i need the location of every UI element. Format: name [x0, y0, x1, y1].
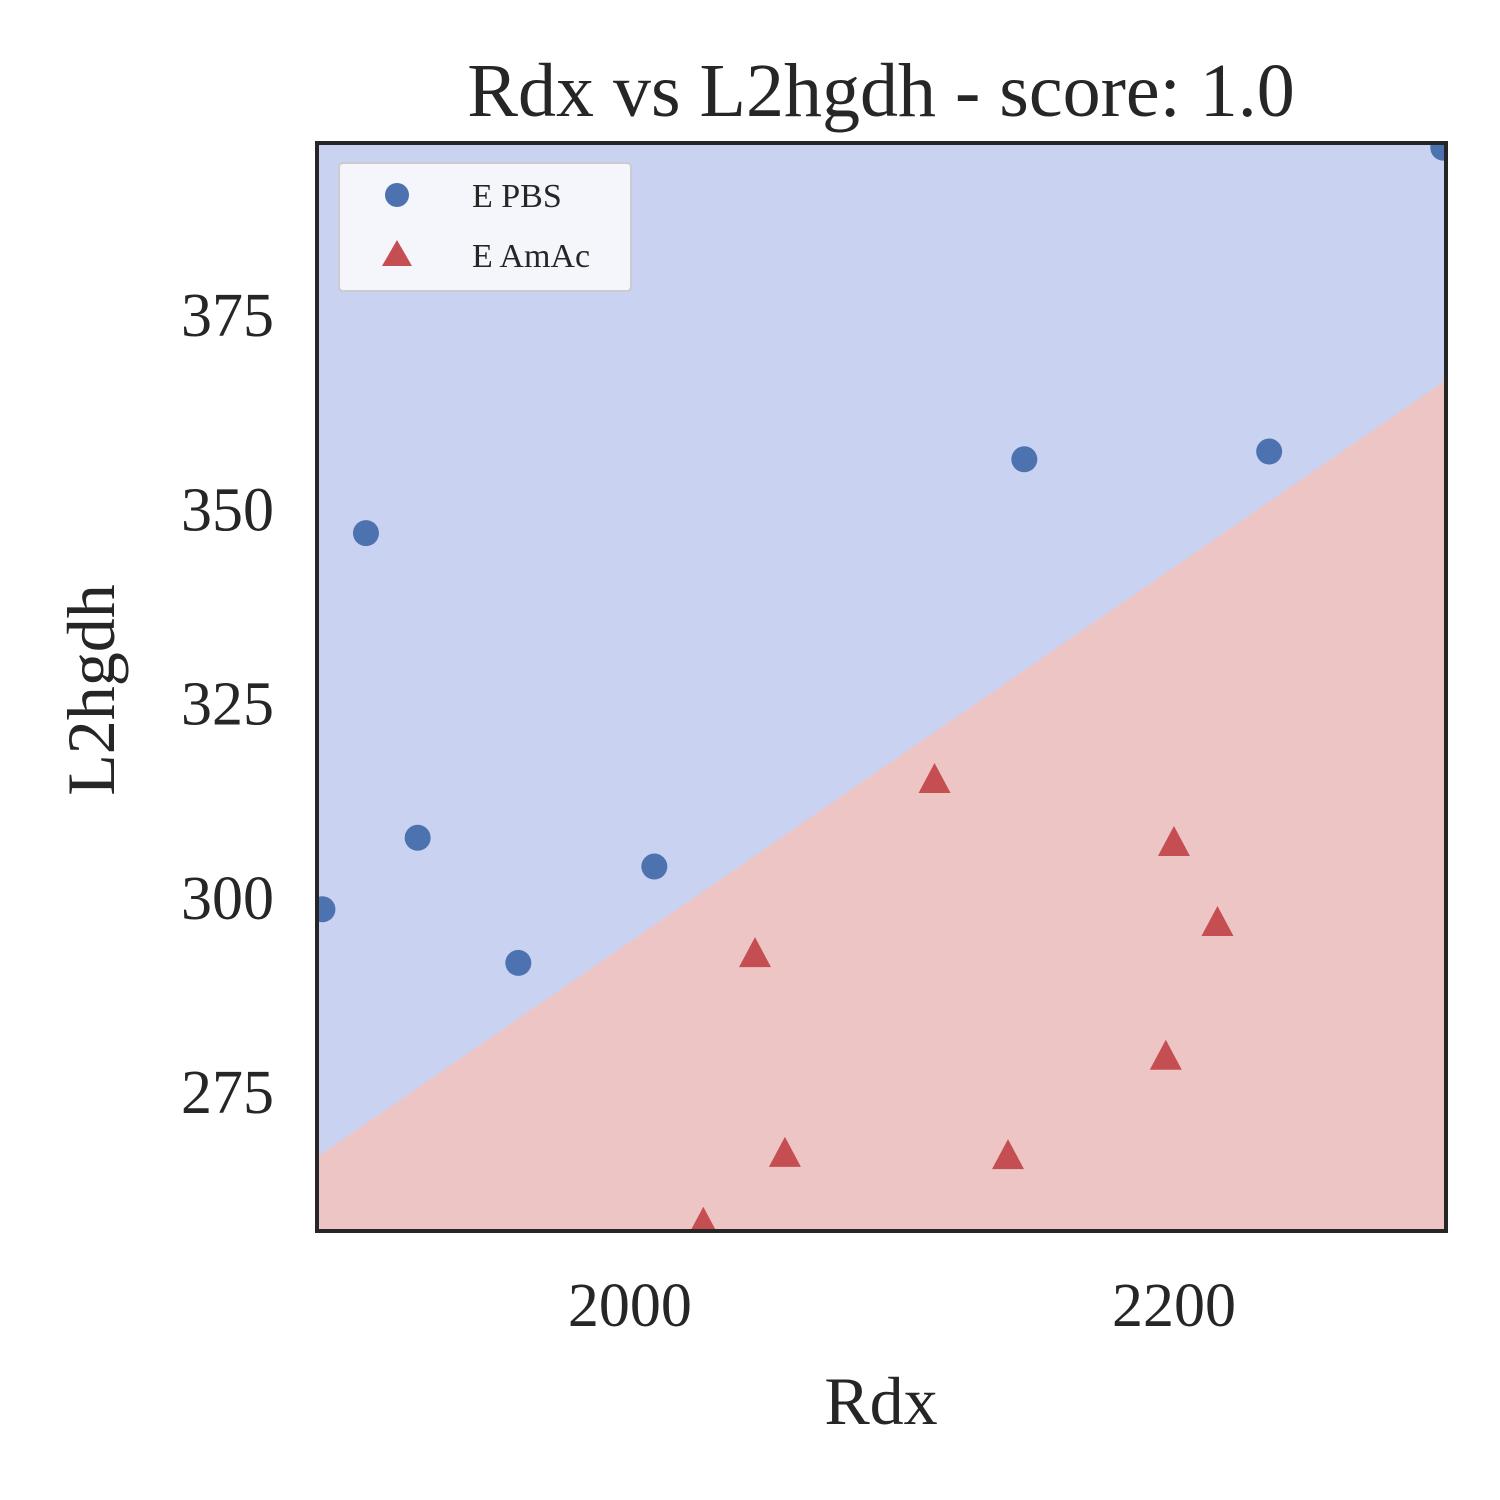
x-axis-label: Rdx — [824, 1363, 937, 1439]
legend-label-e-amac: E AmAc — [472, 238, 590, 275]
legend-marker-e-amac — [382, 240, 412, 266]
plot-area — [317, 143, 1446, 1231]
point-e-pbs-1 — [352, 520, 379, 547]
region-e-amac — [317, 380, 1446, 1231]
x-tick-label-2000: 2000 — [568, 1272, 692, 1340]
legend: E PBS E AmAc — [338, 162, 632, 292]
y-tick-label-375: 375 — [181, 282, 274, 350]
point-e-pbs-4 — [641, 853, 668, 880]
y-tick-label-350: 350 — [181, 476, 274, 544]
point-e-amac-0 — [690, 1206, 717, 1231]
point-e-pbs-7 — [1430, 143, 1446, 161]
y-axis-ticks: 275 300 325 350 375 — [181, 282, 274, 1127]
y-tick-label-300: 300 — [181, 865, 274, 933]
point-e-amac-1 — [738, 937, 771, 968]
data-points — [317, 143, 1446, 1231]
plot-frame — [315, 141, 1448, 1233]
y-axis-label: L2hgdh — [53, 584, 129, 796]
chart-title: Rdx vs L2hgdh - score: 1.0 — [467, 49, 1294, 133]
point-e-amac-6 — [1157, 825, 1190, 856]
point-e-amac-7 — [1201, 906, 1234, 937]
y-tick-label-275: 275 — [181, 1059, 274, 1127]
x-axis-ticks: 2000 2200 — [568, 1272, 1236, 1340]
point-e-pbs-5 — [1011, 446, 1038, 473]
point-e-pbs-0 — [317, 896, 336, 923]
point-e-amac-2 — [768, 1136, 801, 1167]
x-tick-label-2200: 2200 — [1112, 1272, 1236, 1340]
y-tick-label-325: 325 — [181, 671, 274, 739]
point-e-pbs-2 — [404, 824, 431, 851]
point-e-amac-5 — [1149, 1039, 1182, 1070]
point-e-pbs-3 — [505, 949, 532, 976]
point-e-pbs-6 — [1256, 438, 1283, 465]
point-e-amac-3 — [918, 763, 951, 794]
legend-label-e-pbs: E PBS — [472, 178, 562, 215]
legend-box — [338, 162, 632, 292]
legend-marker-e-pbs — [385, 183, 409, 207]
point-e-amac-4 — [992, 1139, 1025, 1170]
